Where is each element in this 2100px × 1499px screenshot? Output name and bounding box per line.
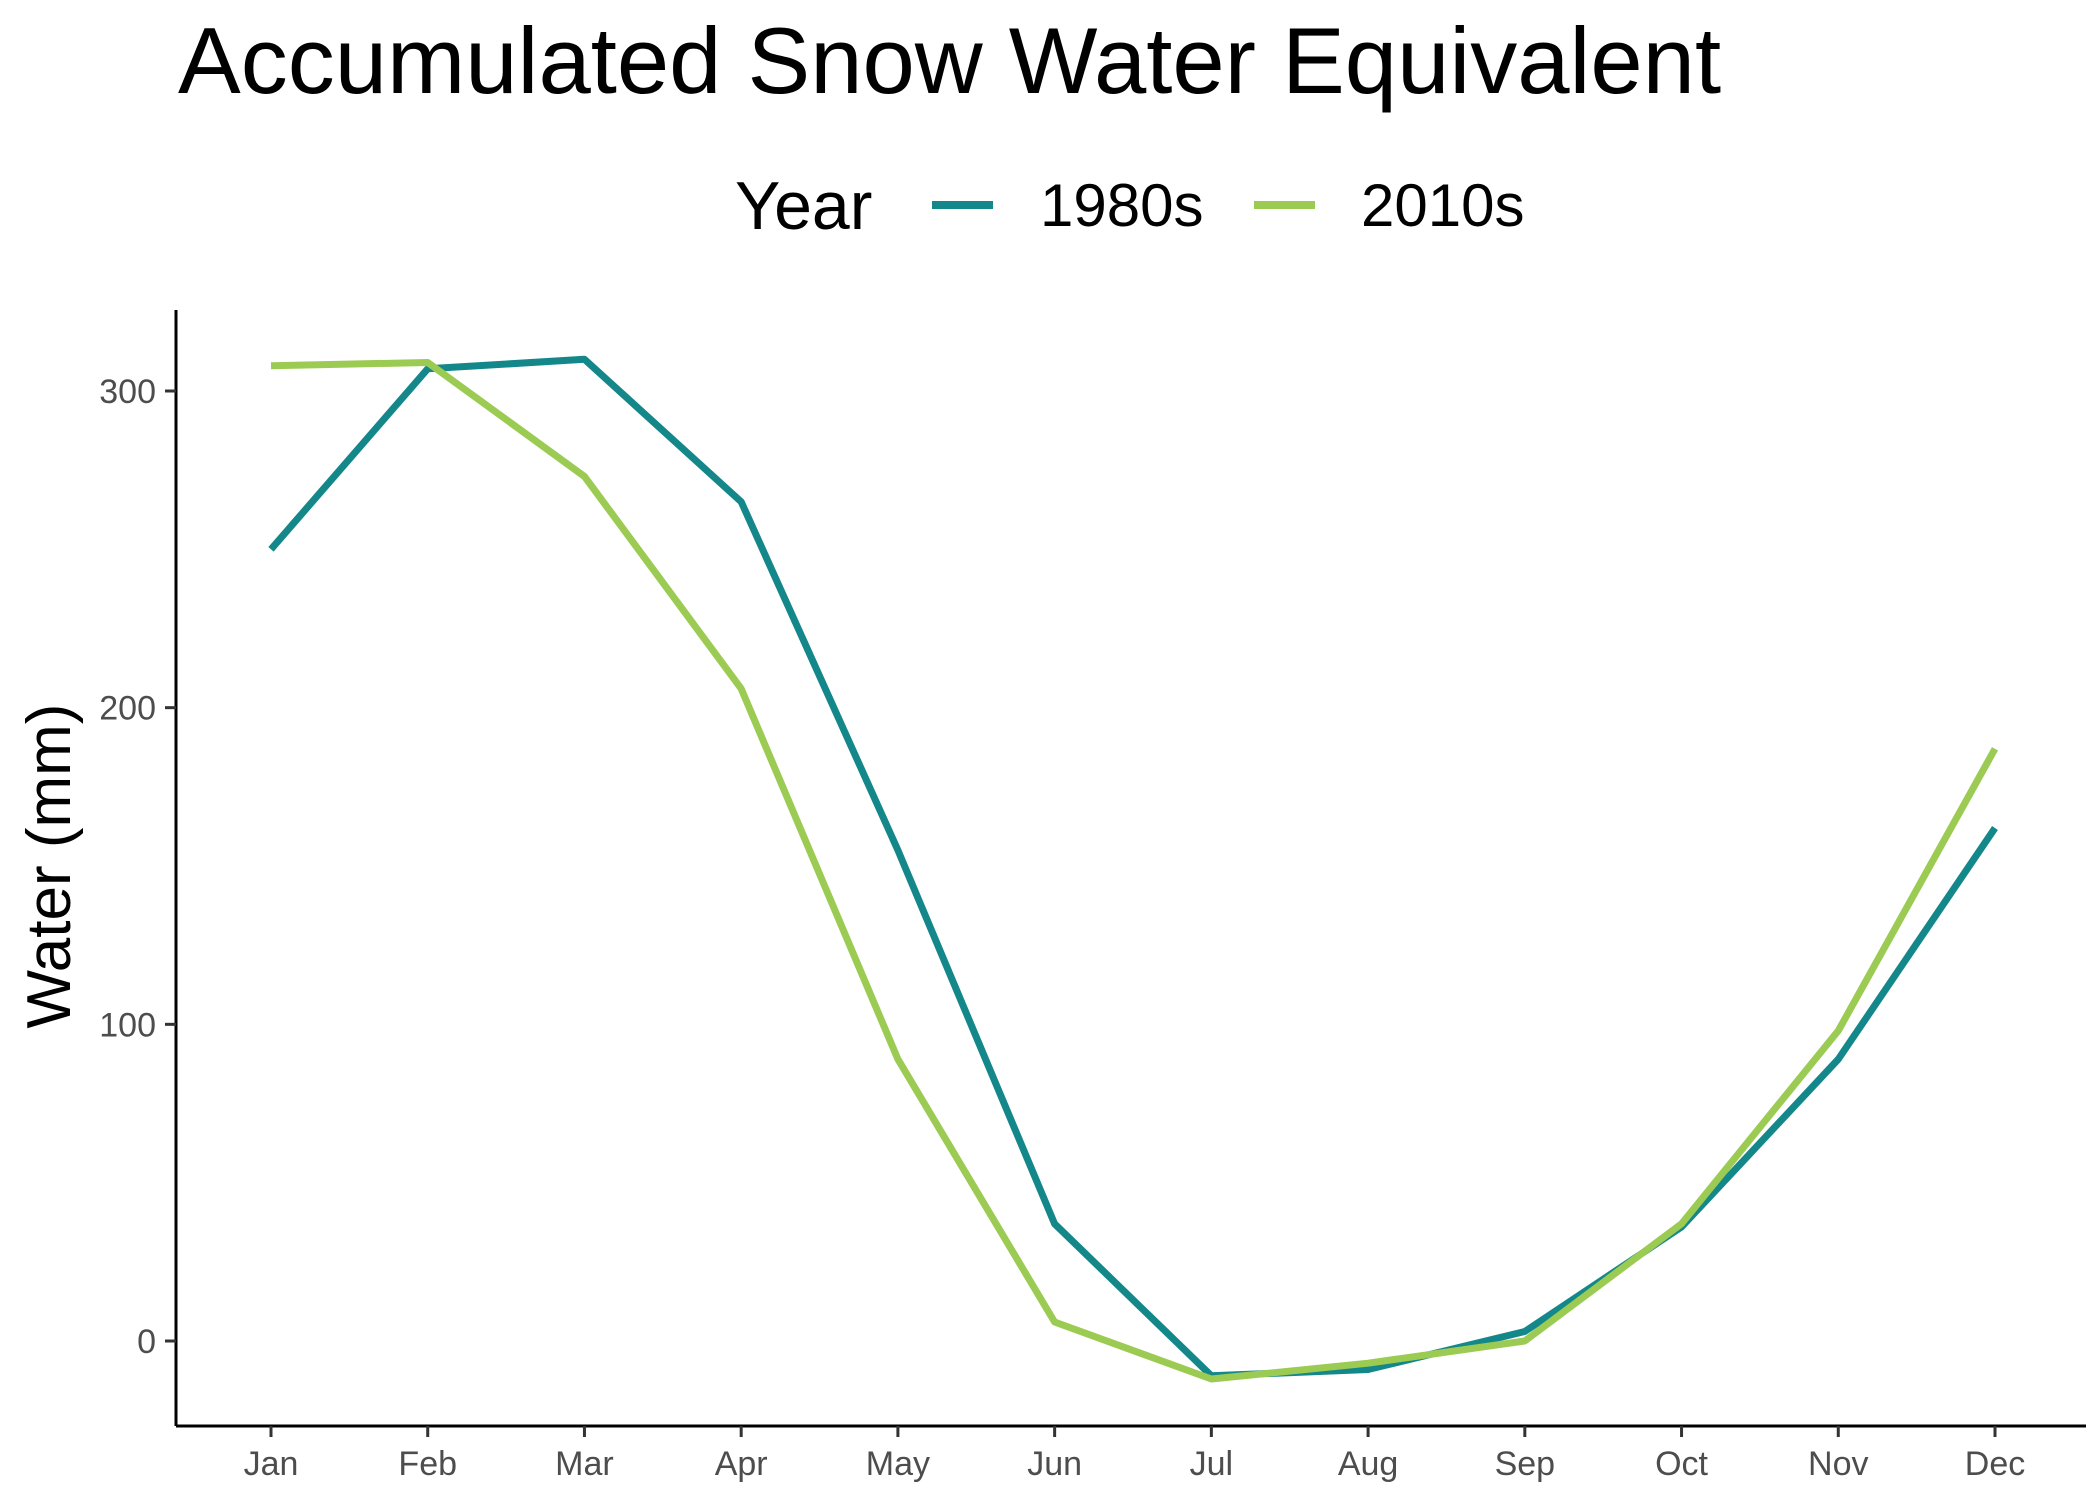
x-tick-label-apr: Apr: [715, 1445, 768, 1483]
plot-area: 0 100 200 300 Jan Feb Mar Apr May Jun Jul Aug Sep Oct…: [99, 310, 2086, 1483]
x-tick-label-oct: Oct: [1655, 1445, 1708, 1483]
y-tick-label-100: 100: [99, 1006, 156, 1044]
x-tick-label-jan: Jan: [244, 1445, 299, 1483]
legend-label-2010s: 2010s: [1361, 172, 1524, 239]
x-tick-label-jun: Jun: [1027, 1445, 1082, 1483]
x-tick-label-nov: Nov: [1808, 1445, 1868, 1483]
y-axis-label: Water (mm): [15, 704, 84, 1029]
x-tick-label-sep: Sep: [1495, 1445, 1556, 1483]
series-line-1980s: [268, 355, 1998, 1380]
legend-label-1980s: 1980s: [1040, 172, 1203, 239]
y-tick-label-300: 300: [99, 373, 156, 411]
x-tick-label-feb: Feb: [398, 1445, 457, 1483]
x-tick-label-jul: Jul: [1190, 1445, 1233, 1483]
chart-title: Accumulated Snow Water Equivalent: [178, 8, 1721, 113]
x-tick-label-aug: Aug: [1338, 1445, 1399, 1483]
x-tick-label-mar: Mar: [555, 1445, 614, 1483]
x-tick-label-dec: Dec: [1965, 1445, 2025, 1483]
x-tick-label-may: May: [866, 1445, 930, 1483]
legend: Year 1980s 2010s: [735, 168, 1524, 244]
legend-title: Year: [735, 168, 872, 244]
series-line-2010s: [270, 359, 1999, 1383]
y-tick-label-0: 0: [137, 1323, 156, 1361]
y-tick-label-200: 200: [99, 690, 156, 728]
